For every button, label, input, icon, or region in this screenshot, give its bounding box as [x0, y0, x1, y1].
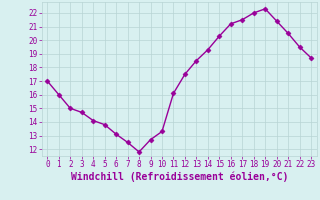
X-axis label: Windchill (Refroidissement éolien,°C): Windchill (Refroidissement éolien,°C): [70, 172, 288, 182]
